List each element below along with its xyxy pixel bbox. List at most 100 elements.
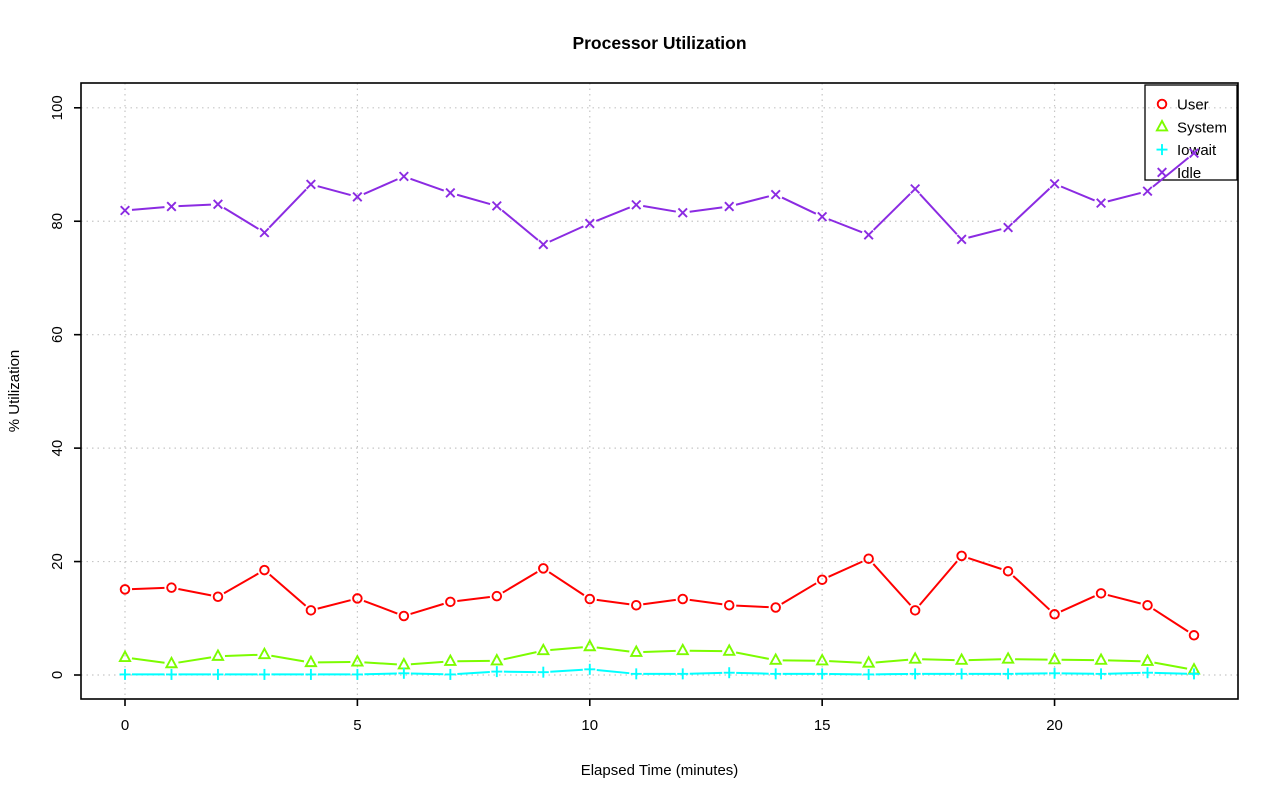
legend-marker-idle-glyph-2 — [1157, 167, 1167, 178]
series-idle-point-21 — [1096, 198, 1107, 209]
series-system-point-0-glyph — [118, 649, 132, 662]
series-system-point-19 — [1001, 651, 1015, 664]
legend-marker-system — [1155, 119, 1169, 132]
series-system-segment-13 — [735, 651, 770, 660]
series-idle-segment-9 — [549, 225, 584, 243]
series-idle-segment-22 — [1152, 156, 1190, 188]
series-iowait-point-20 — [1049, 667, 1061, 679]
series-idle-point-15 — [817, 211, 828, 222]
series-idle-point-21-glyph-2 — [1096, 198, 1107, 209]
series-idle-point-17 — [910, 183, 921, 194]
series-system-point-12-glyph — [676, 642, 690, 656]
series-iowait-point-16 — [863, 668, 875, 680]
series-iowait-segment-21 — [1108, 671, 1141, 675]
series-system-point-9 — [536, 642, 550, 656]
series-user-point-8-glyph — [491, 590, 503, 602]
legend-item-iowait: Iowait — [1156, 142, 1217, 159]
axis-ticks — [74, 107, 1056, 706]
plot-box — [80, 82, 1239, 700]
series-system — [131, 646, 1188, 670]
series-user-point-13-glyph — [723, 599, 735, 611]
series-user-point-4 — [305, 605, 317, 616]
series-idle-point-16-glyph-2 — [863, 229, 874, 240]
series-user-point-22 — [1142, 599, 1153, 611]
series-idle-point-1-glyph-2 — [166, 201, 177, 212]
legend-item-system: System — [1155, 119, 1227, 136]
series-user-point-16-glyph — [863, 553, 874, 564]
series-idle-point-10 — [584, 218, 595, 229]
series-system-point-16-glyph — [861, 655, 876, 668]
series-user-point-11 — [631, 599, 642, 611]
y-tick-label-100: 100 — [49, 95, 66, 120]
series-idle-point-6-glyph-2 — [398, 171, 409, 182]
series-user-segment-8 — [502, 571, 538, 594]
series-iowait-segment-5 — [364, 672, 397, 676]
series-iowait-point-2 — [212, 668, 224, 680]
legend-marker-system-glyph — [1155, 119, 1169, 132]
series-user-point-16 — [863, 553, 874, 564]
series-system-segment-10 — [596, 646, 630, 653]
series-iowait-point-22 — [1142, 667, 1154, 679]
series-user-point-7 — [445, 596, 456, 608]
series-system-segment-1 — [178, 656, 212, 664]
series-idle-segment-0 — [131, 206, 165, 211]
series-iowait-point-18 — [956, 668, 968, 680]
series-idle-segment-19 — [1012, 187, 1051, 224]
series-system-point-14-glyph — [768, 652, 783, 665]
series-user-point-1 — [166, 582, 177, 593]
series-user-point-11-glyph — [631, 599, 642, 611]
tick-labels: 0 5 10 15 20 0 20 40 60 80 100 — [49, 95, 1063, 734]
series-user-point-3-glyph — [259, 564, 270, 576]
legend-item-idle: Idle — [1157, 165, 1201, 182]
series-idle-segment-13 — [735, 195, 770, 206]
series-system-point-6-glyph — [397, 656, 411, 670]
series-iowait-point-13 — [723, 667, 735, 679]
series-idle-point-1 — [166, 201, 177, 212]
series-user-point-7-glyph — [445, 596, 456, 608]
series-system-segment-6 — [410, 660, 444, 666]
legend-label-system: System — [1177, 119, 1227, 136]
series-user-segment-2 — [223, 572, 259, 595]
series-system-point-10 — [583, 638, 597, 652]
series-user-point-9 — [538, 563, 549, 574]
series-system-point-21 — [1094, 652, 1108, 665]
series-user-segment-9 — [548, 571, 585, 596]
series-user-point-9-glyph — [538, 563, 549, 574]
series-user — [131, 557, 1189, 633]
series-system-point-10-glyph — [583, 638, 597, 652]
series-system-point-11-glyph — [629, 644, 643, 657]
series-system-point-5-glyph — [350, 654, 365, 667]
series-user-point-17-glyph — [909, 605, 921, 616]
series-system-point-13-glyph — [722, 643, 736, 656]
series-iowait-segment-13 — [736, 671, 769, 675]
series-idle-segment-6 — [410, 177, 445, 192]
y-tick-label-20: 20 — [49, 553, 66, 570]
series-system-point-18-glyph — [954, 652, 969, 665]
series-user-segment-12 — [689, 598, 723, 606]
series-system-segment-8 — [503, 651, 537, 661]
series-user-segment-14 — [781, 582, 817, 605]
series-system-point-15 — [815, 653, 829, 666]
series-system-point-12 — [676, 642, 690, 656]
series-user-point-2-glyph — [212, 591, 224, 602]
series-system-segment-18 — [968, 658, 1002, 662]
series-idle-point-22-glyph-2 — [1142, 186, 1153, 197]
series-user-point-5 — [352, 593, 363, 604]
series-system-point-17 — [908, 651, 922, 664]
series-system-point-13 — [722, 643, 736, 656]
series-iowait-point-5 — [351, 668, 363, 680]
chart-title: Processor Utilization — [572, 33, 747, 53]
series-iowait-segment-7 — [457, 671, 490, 676]
series-system-segment-16 — [875, 658, 909, 664]
series-idle-point-19 — [1003, 222, 1014, 233]
series-iowait-point-10 — [584, 663, 596, 675]
series-user-segment-15 — [828, 560, 863, 578]
series-user-segment-20 — [1060, 595, 1096, 613]
x-tick-label-0: 0 — [121, 717, 129, 734]
series-idle-segment-5 — [363, 178, 398, 195]
series-idle — [131, 156, 1190, 243]
series-idle-point-8-glyph-2 — [491, 200, 502, 211]
series-system-segment-9 — [550, 646, 583, 652]
series-user-point-23-glyph — [1188, 630, 1200, 641]
series-user-point-20 — [1049, 609, 1060, 620]
